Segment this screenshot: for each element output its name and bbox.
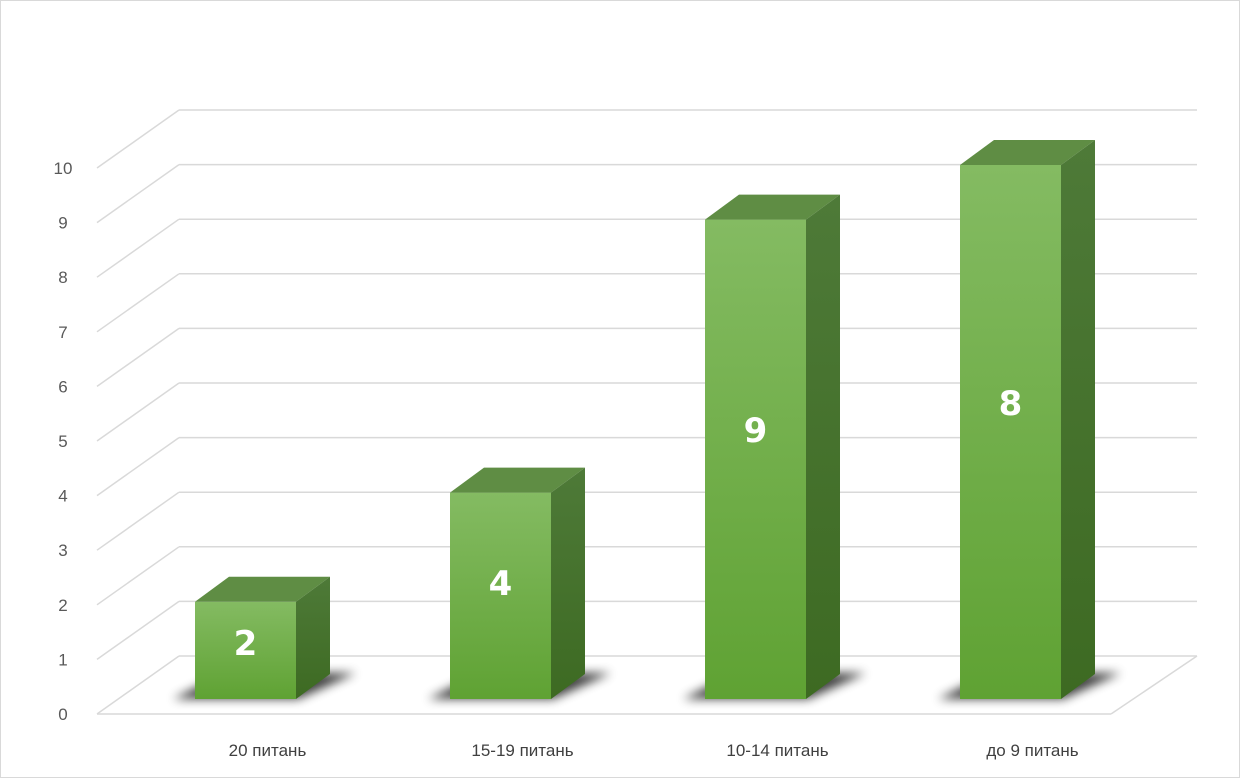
bar — [195, 576, 330, 699]
gridline-diagonal — [96, 600, 180, 661]
data-label: 4 — [489, 564, 513, 604]
data-labels: 2 4 9 8 — [234, 384, 1023, 664]
x-category-label: 15-19 питань — [471, 741, 573, 760]
y-tick-label: 8 — [58, 268, 67, 287]
y-tick-label: 0 — [58, 705, 67, 724]
y-tick-label: 4 — [58, 487, 67, 506]
gridline-diagonal — [96, 382, 180, 442]
bar-front — [450, 492, 551, 699]
floor-right-edge — [1110, 655, 1198, 715]
gridline-diagonal — [96, 546, 180, 606]
y-tick-label: 1 — [58, 650, 67, 669]
y-tick-label: 10 — [54, 159, 73, 178]
bar-side — [1061, 140, 1095, 699]
y-tick-label: 7 — [58, 323, 67, 342]
gridline-diagonal — [96, 163, 180, 224]
bar-front — [960, 165, 1061, 699]
gridline-diagonal — [96, 109, 180, 169]
data-label: 8 — [999, 384, 1023, 424]
y-tick-label: 6 — [58, 377, 67, 396]
bars — [195, 140, 1095, 699]
bar — [450, 467, 585, 699]
data-label: 9 — [744, 411, 768, 451]
bar-top — [195, 576, 330, 602]
bar — [960, 140, 1095, 699]
gridline-diagonal — [96, 273, 180, 333]
bar-front — [195, 601, 296, 699]
bar — [705, 194, 840, 699]
bar-side — [296, 576, 330, 699]
gridline-diagonal — [96, 491, 180, 551]
bar-top — [960, 140, 1095, 165]
gridline-diagonal — [96, 218, 180, 278]
bar-top — [450, 467, 585, 493]
bar-side — [551, 467, 585, 699]
y-tick-label: 9 — [58, 214, 67, 233]
bar-top — [705, 194, 840, 220]
x-category-label: 10-14 питань — [726, 741, 828, 760]
x-category-label: до 9 питань — [986, 741, 1078, 760]
data-label: 2 — [234, 624, 258, 664]
y-axis-ticks: 0 1 2 3 4 5 6 7 8 9 10 — [54, 159, 73, 724]
gridline-diagonal — [96, 436, 180, 497]
gridline-diagonal — [96, 327, 180, 388]
x-category-label: 20 питань — [229, 741, 307, 760]
y-tick-label: 3 — [58, 541, 67, 560]
bar-front — [705, 219, 806, 699]
gridline-diagonal — [96, 655, 180, 715]
bar-side — [806, 194, 840, 699]
y-tick-label: 5 — [58, 432, 67, 451]
y-tick-label: 2 — [58, 596, 67, 615]
x-axis-categories: 20 питань 15-19 питань 10-14 питань до 9 пи… — [229, 741, 1079, 760]
